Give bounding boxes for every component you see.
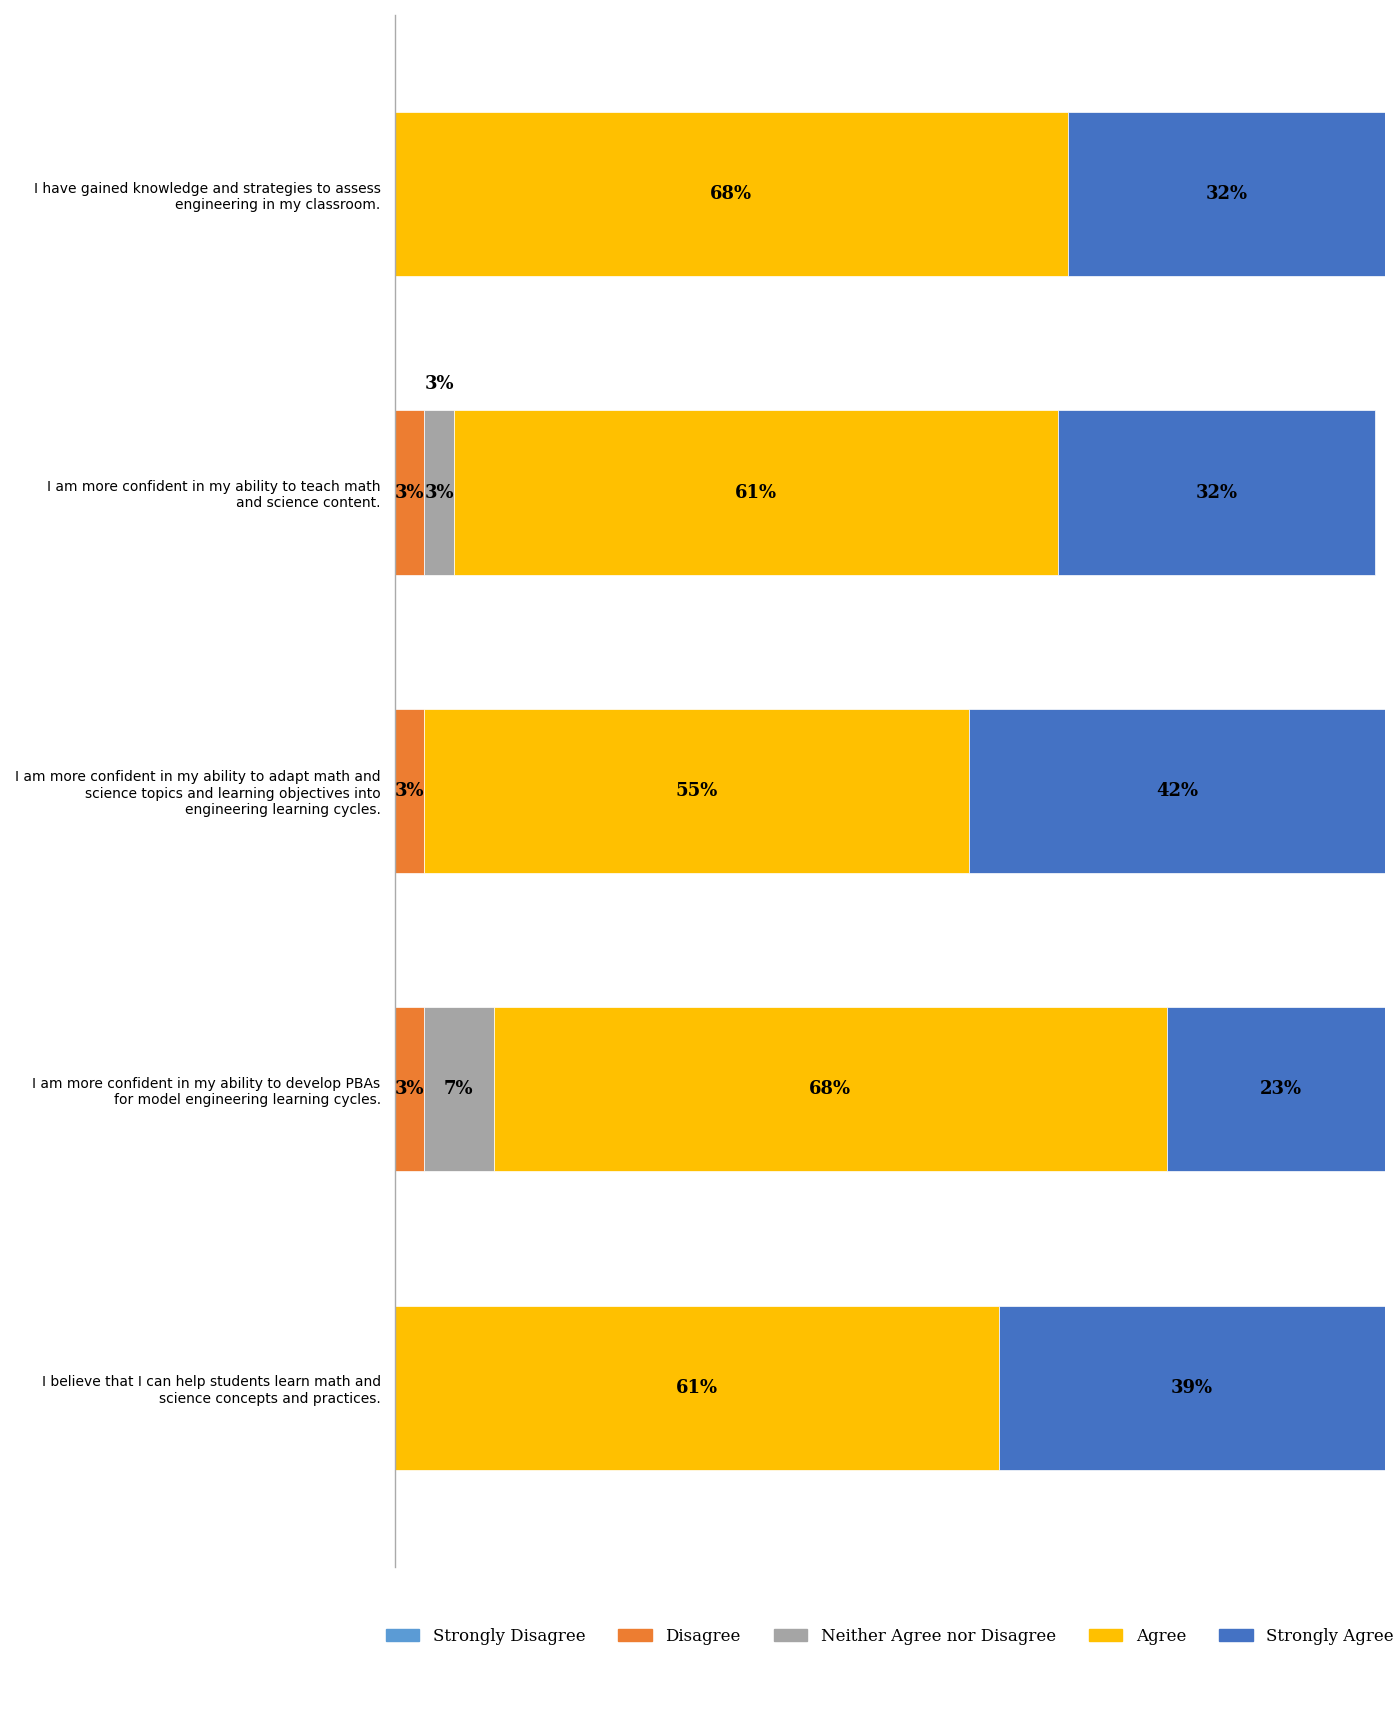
Bar — [424, 1007, 494, 1171]
Bar — [1058, 410, 1375, 575]
Text: 42%: 42% — [1156, 782, 1198, 801]
Text: 7%: 7% — [444, 1080, 473, 1099]
Text: 68%: 68% — [809, 1080, 851, 1099]
Text: 3%: 3% — [395, 484, 424, 501]
Text: 3%: 3% — [395, 782, 424, 801]
Bar — [395, 1305, 998, 1471]
Bar — [969, 709, 1385, 873]
Bar — [395, 410, 424, 575]
Bar — [424, 410, 454, 575]
Text: 61%: 61% — [735, 484, 777, 501]
Text: 3%: 3% — [424, 484, 454, 501]
Text: 23%: 23% — [1260, 1080, 1302, 1099]
Bar — [395, 112, 1068, 276]
Text: 55%: 55% — [675, 782, 718, 801]
Text: 68%: 68% — [710, 184, 752, 203]
Text: 32%: 32% — [1205, 184, 1247, 203]
Bar — [998, 1305, 1385, 1471]
Bar — [454, 410, 1058, 575]
Legend: Strongly Disagree, Disagree, Neither Agree nor Disagree, Agree, Strongly Agree: Strongly Disagree, Disagree, Neither Agr… — [379, 1622, 1400, 1651]
Text: 3%: 3% — [424, 374, 454, 393]
Bar — [1068, 112, 1385, 276]
Text: 39%: 39% — [1170, 1379, 1212, 1397]
Text: 61%: 61% — [676, 1379, 718, 1397]
Text: 32%: 32% — [1196, 484, 1238, 501]
Bar — [494, 1007, 1168, 1171]
Bar — [424, 709, 969, 873]
Bar — [1168, 1007, 1394, 1171]
Bar — [395, 1007, 424, 1171]
Text: 3%: 3% — [395, 1080, 424, 1099]
Bar — [395, 709, 424, 873]
